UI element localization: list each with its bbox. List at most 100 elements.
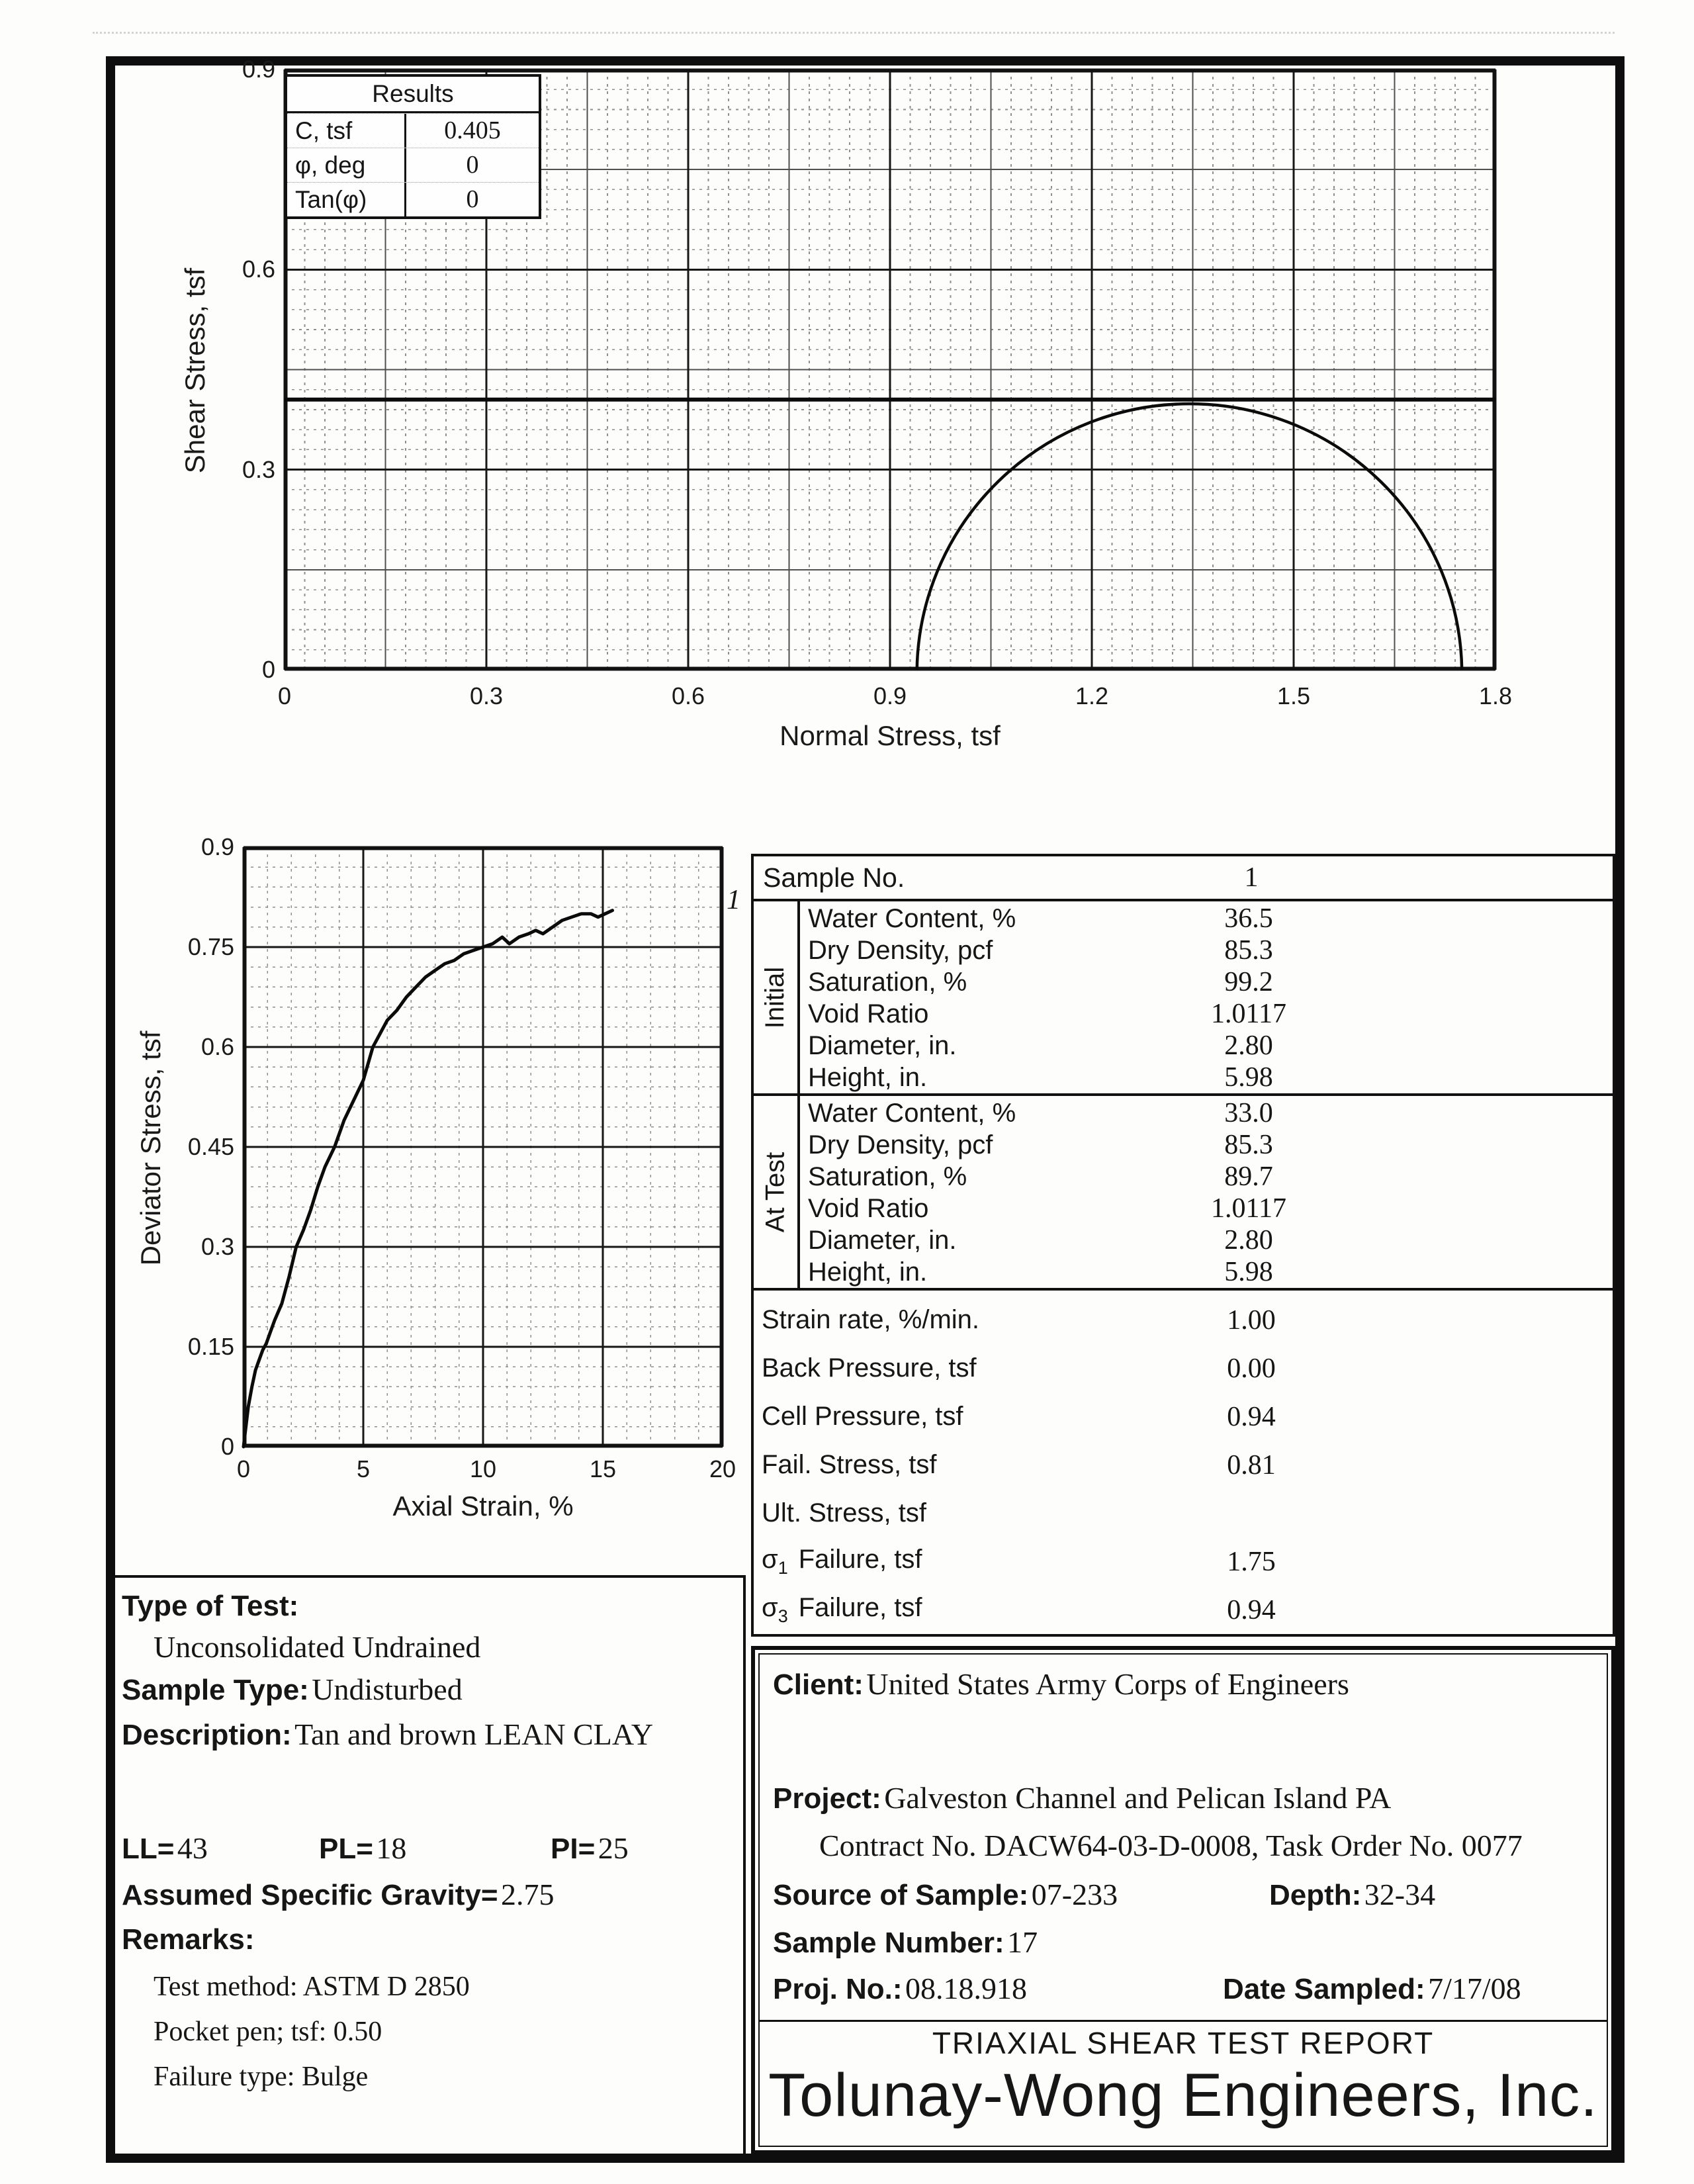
mohr-circle (915, 402, 1464, 670)
strain-x-axis-title: Axial Strain, % (392, 1490, 574, 1522)
source-of-sample-label: Source of Sample: (773, 1879, 1029, 1911)
y-tick-label: 0.6 (242, 255, 275, 283)
param-label: Ult. Stress, tsf (762, 1498, 926, 1527)
table-row: Void Ratio 1.0117 (800, 1193, 1613, 1224)
description-label: Description: (122, 1719, 292, 1751)
mohr-x-axis-title: Normal Stress, tsf (780, 720, 1001, 751)
row-label: Height, in. (808, 1062, 928, 1092)
cohesion-label: C, tsf (287, 114, 406, 148)
y-tick-label: 0.9 (242, 56, 275, 83)
table-row: Dry Density, pcf 85.3 (800, 1129, 1613, 1161)
initial-group-label-text: Initial (760, 966, 790, 1028)
remark-line: Test method: ASTM D 2850 (154, 1972, 470, 2002)
x-tick-label: 10 (469, 1455, 497, 1482)
y-tick-label: 0.3 (201, 1233, 234, 1260)
phi-value: 0 (466, 151, 479, 179)
x-tick-label: 0.3 (469, 682, 504, 709)
row-label: Water Content, % (808, 903, 1016, 933)
curve-number-label: 1 (727, 885, 740, 915)
proj-no-value: 08.18.918 (905, 1972, 1028, 2005)
x-tick-label: 0.9 (873, 682, 907, 709)
specific-gravity-value: 2.75 (501, 1878, 555, 1911)
initial-group-label: Initial (754, 901, 800, 1093)
row-value: 1.0117 (1211, 1193, 1286, 1224)
y-tick-label: 0.45 (187, 1133, 234, 1160)
proj-no-label: Proj. No.: (773, 1973, 903, 2005)
row-value: 36.5 (1224, 903, 1273, 934)
sample-no-value: 1 (1244, 862, 1259, 893)
x-tick-label: 0 (236, 1455, 251, 1482)
param-value: 0.94 (1227, 1401, 1276, 1432)
tanphi-value: 0 (466, 185, 479, 213)
remark-line: Pocket pen; tsf: 0.50 (154, 2017, 382, 2047)
row-label: Dry Density, pcf (808, 1130, 993, 1160)
project-value: Galveston Channel and Pelican Island PA (884, 1781, 1392, 1815)
pl-label: PL= (319, 1833, 373, 1865)
y-tick-label: 0 (261, 656, 275, 683)
param-value: 0.94 (1227, 1594, 1276, 1625)
sigma3-failure-label: σ3 Failure, tsf (762, 1593, 922, 1626)
report-title: TRIAXIAL SHEAR TEST REPORT (932, 2026, 1435, 2060)
table-row: Void Ratio 1.0117 (800, 998, 1613, 1030)
y-tick-label: 0.6 (201, 1033, 234, 1060)
table-row: Height, in. 5.98 (800, 1256, 1613, 1288)
plot-border (284, 69, 1496, 670)
contract-line: Contract No. DACW64-03-D-0008, Task Orde… (819, 1829, 1523, 1862)
y-tick-label: 0.15 (187, 1333, 234, 1360)
x-tick-label: 0 (277, 682, 292, 709)
sample-number-label: Sample Number: (773, 1927, 1004, 1959)
depth-label: Depth: (1269, 1879, 1362, 1911)
sample-no-row: Sample No. 1 (754, 856, 1613, 901)
mohr-circle-chart (283, 68, 1497, 671)
param-value: 1.75 (1227, 1546, 1276, 1577)
row-value: 2.80 (1224, 1030, 1273, 1061)
stress-strain-chart (242, 846, 724, 1449)
project-info-inner-border: Client: United States Army Corps of Engi… (758, 1653, 1608, 2147)
y-tick-label: 0.3 (242, 455, 275, 483)
type-of-test-value: Unconsolidated Undrained (154, 1630, 481, 1664)
client-label: Client: (773, 1668, 864, 1701)
row-value: 1.0117 (1211, 999, 1286, 1029)
param-label: Strain rate, %/min. (762, 1305, 980, 1334)
source-of-sample-value: 07-233 (1031, 1878, 1118, 1911)
param-value: 1.00 (1227, 1304, 1276, 1336)
table-row: Back Pressure, tsf 0.00 (754, 1344, 1613, 1392)
test-info-box: Type of Test: Unconsolidated Undrained S… (115, 1575, 746, 2154)
table-row: Diameter, in. 2.80 (800, 1030, 1613, 1062)
type-of-test-label: Type of Test: (122, 1590, 299, 1622)
cohesion-value: 0.405 (444, 116, 501, 144)
phi-label: φ, deg (287, 148, 406, 182)
company-name: Tolunay-Wong Engineers, Inc. (768, 2062, 1598, 2129)
initial-group: Initial Water Content, % 36.5 Dry Densit… (754, 901, 1613, 1096)
table-row: σ3 Failure, tsf 0.94 (754, 1586, 1613, 1634)
client-value: United States Army Corps of Engineers (866, 1667, 1349, 1701)
row-label: Saturation, % (808, 967, 967, 997)
row-value: 5.98 (1224, 1257, 1273, 1287)
description-value: Tan and brown LEAN CLAY (294, 1717, 654, 1751)
report-title-divider (760, 2020, 1607, 2022)
tanphi-label: Tan(φ) (287, 183, 406, 216)
table-row: Fail. Stress, tsf 0.81 (754, 1441, 1613, 1489)
table-row: σ1 Failure, tsf 1.75 (754, 1537, 1613, 1586)
row-label: Dry Density, pcf (808, 935, 993, 965)
row-value: 33.0 (1224, 1098, 1273, 1128)
row-value: 85.3 (1224, 1130, 1273, 1160)
row-label: Saturation, % (808, 1161, 967, 1191)
remark-line: Failure type: Bulge (154, 2062, 369, 2092)
results-row-phi: φ, deg 0 (287, 148, 539, 182)
x-tick-label: 15 (589, 1455, 617, 1482)
param-label: Back Pressure, tsf (762, 1353, 977, 1383)
project-info-box: Client: United States Army Corps of Engi… (751, 1646, 1615, 2154)
table-row: Diameter, in. 2.80 (800, 1224, 1613, 1256)
sample-number-value: 17 (1007, 1925, 1038, 1959)
row-label: Water Content, % (808, 1098, 1016, 1128)
results-table: Results C, tsf 0.405 φ, deg 0 Tan(φ) 0 (285, 74, 541, 219)
table-row: Cell Pressure, tsf 0.94 (754, 1392, 1613, 1441)
table-row: Saturation, % 99.2 (800, 966, 1613, 998)
y-tick-label: 0.75 (187, 933, 234, 960)
date-sampled-label: Date Sampled: (1223, 1973, 1425, 2005)
stress-strain-curve (242, 909, 614, 1449)
specific-gravity-label: Assumed Specific Gravity= (122, 1879, 498, 1911)
at-test-group: At Test Water Content, % 33.0 Dry Densit… (754, 1096, 1613, 1291)
